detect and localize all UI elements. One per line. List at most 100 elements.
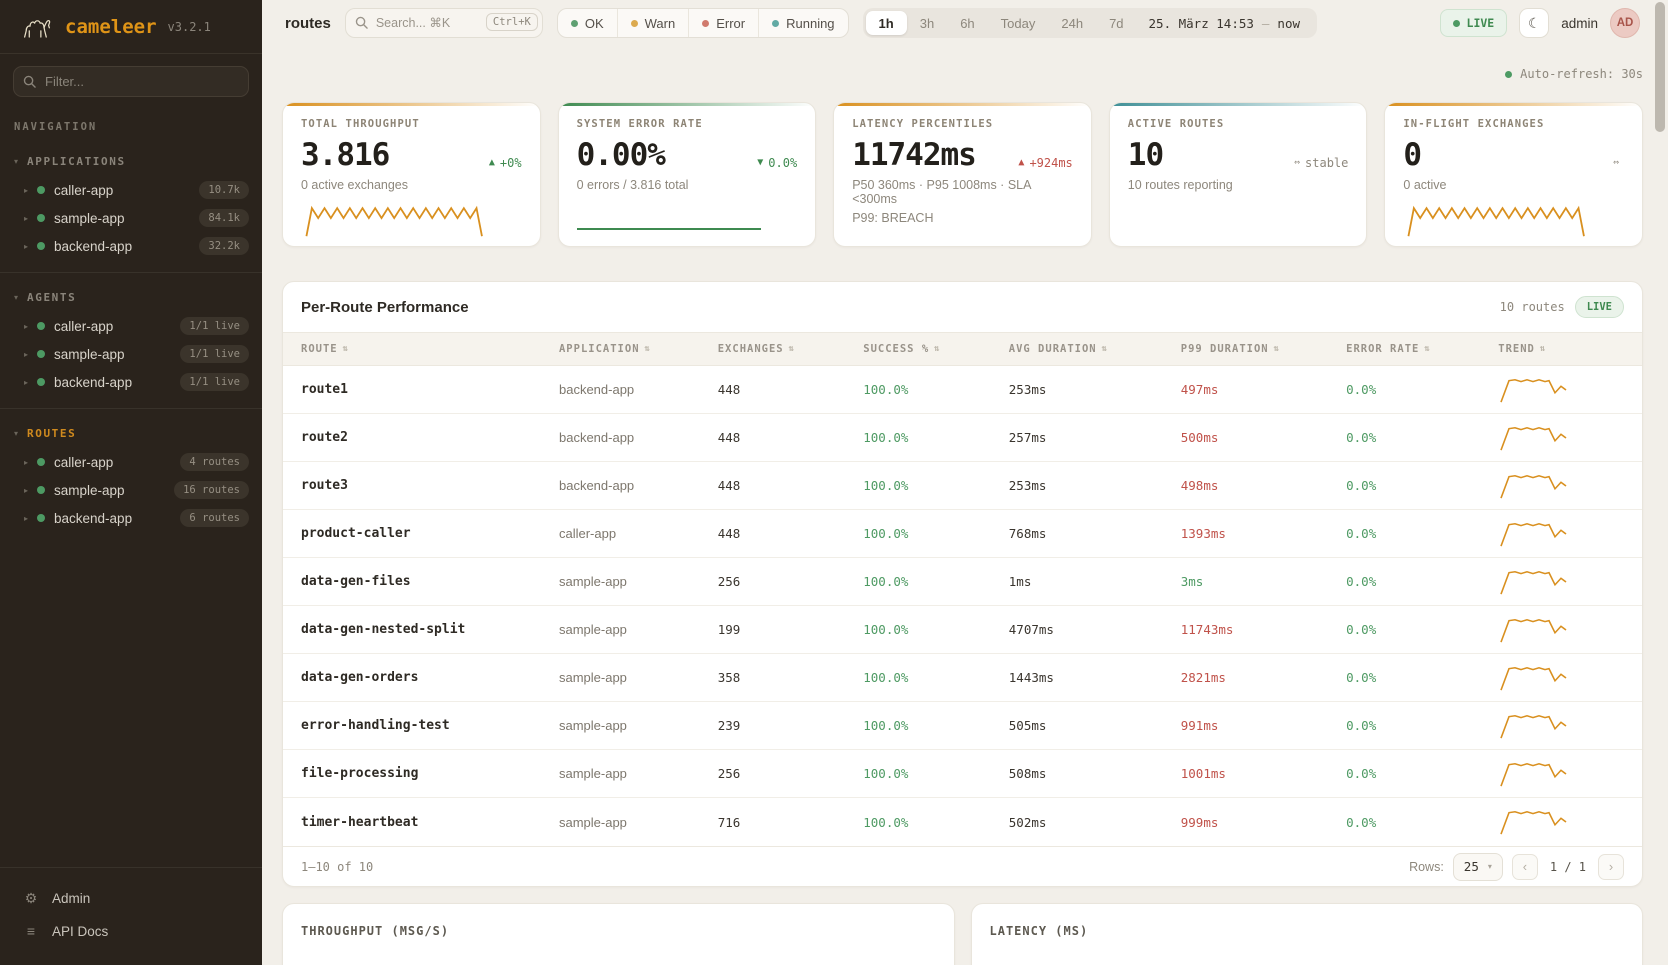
table-column-header[interactable]: AVG DURATION ⇅ — [1008, 343, 1109, 355]
kpi-label: IN-FLIGHT EXCHANGES — [1403, 118, 1545, 130]
kpi-delta: ⇔ — [1613, 157, 1624, 168]
sidebar-item-label: caller-app — [54, 318, 114, 334]
cell-success: 100.0% — [863, 622, 909, 637]
sidebar-section: ▾ AGENTS ▸ caller-app 1/1 live ▸ sample-… — [0, 272, 262, 408]
sidebar-item[interactable]: ▸ backend-app 6 routes — [0, 504, 262, 532]
time-range-button-1h[interactable]: 1h — [865, 11, 907, 35]
panel-title: Per-Route Performance — [301, 298, 469, 316]
chevron-right-icon: › — [1608, 859, 1614, 874]
time-range-button-7d[interactable]: 7d — [1096, 11, 1136, 35]
date-range[interactable]: 25. März 14:53 — now — [1137, 16, 1314, 31]
flat-sparkline — [576, 228, 762, 230]
table-row[interactable]: route1 backend-app 448 100.0% 253ms 497m… — [283, 366, 1642, 414]
status-filter-chip-running[interactable]: Running — [758, 9, 847, 37]
cell-route: route1 — [301, 382, 348, 397]
per-route-panel: Per-Route Performance 10 routes LIVE ROU… — [282, 281, 1643, 887]
table-row[interactable]: file-processing sample-app 256 100.0% 50… — [283, 750, 1642, 798]
sidebar-section-header[interactable]: ▾ APPLICATIONS — [0, 147, 262, 176]
trend-direction-icon: ▲ — [488, 157, 495, 168]
time-range-button-24h[interactable]: 24h — [1048, 11, 1096, 35]
avatar[interactable]: AD — [1610, 8, 1640, 38]
sidebar-section-header[interactable]: ▾ AGENTS — [0, 283, 262, 312]
cell-application: sample-app — [558, 814, 627, 830]
status-dot-icon — [37, 378, 46, 386]
cell-p99-duration: 2821ms — [1180, 670, 1226, 685]
table-row[interactable]: timer-heartbeat sample-app 716 100.0% 50… — [283, 798, 1642, 846]
cell-avg-duration: 4707ms — [1008, 622, 1054, 637]
status-dot-icon — [37, 458, 46, 466]
status-dot-icon — [37, 242, 46, 250]
sidebar-section-label: ROUTES — [27, 427, 77, 440]
prev-page-button[interactable]: ‹ — [1511, 853, 1538, 880]
rows-per-page-select[interactable]: 25 ▾ — [1452, 852, 1503, 881]
table-row[interactable]: product-caller caller-app 448 100.0% 768… — [283, 510, 1642, 558]
sidebar-item[interactable]: ▸ caller-app 1/1 live — [0, 312, 262, 340]
cell-avg-duration: 502ms — [1008, 814, 1047, 830]
chevron-right-icon: ▸ — [24, 241, 29, 251]
status-filter-chip-ok[interactable]: OK — [558, 9, 617, 37]
cell-trend — [1498, 712, 1624, 740]
time-range-button-3h[interactable]: 3h — [907, 11, 947, 35]
sidebar-item[interactable]: ▸ backend-app 32.2k — [0, 232, 262, 260]
status-filter-chip-warn[interactable]: Warn — [616, 9, 689, 37]
table-row[interactable]: route2 backend-app 448 100.0% 257ms 500m… — [283, 414, 1642, 462]
table-column-header[interactable]: P99 DURATION ⇅ — [1180, 343, 1281, 355]
trend-sparkline-chart — [1500, 426, 1567, 450]
cell-application: sample-app — [558, 670, 627, 685]
cell-p99-duration: 3ms — [1180, 574, 1204, 589]
topbar: routes Ctrl+K OK Warn Error Running 1h3h… — [262, 0, 1668, 46]
sidebar-footer-item[interactable]: ⚙ Admin — [0, 882, 262, 915]
sidebar-section-items: ▸ caller-app 4 routes ▸ sample-app 16 ro… — [0, 448, 262, 532]
live-toggle[interactable]: LIVE — [1439, 9, 1508, 37]
chevron-right-icon: ▸ — [24, 185, 29, 195]
table-column-header[interactable]: SUCCESS % ⇅ — [863, 343, 941, 355]
theme-toggle-button[interactable]: ☾ — [1519, 8, 1550, 38]
kpi-accent-bar — [834, 103, 1091, 106]
kpi-value: 10 — [1127, 137, 1164, 173]
next-page-button[interactable]: › — [1598, 853, 1624, 880]
logo-row[interactable]: cameleer v3.2.1 — [0, 0, 262, 54]
cell-error-rate: 0.0% — [1346, 430, 1377, 445]
cell-trend — [1498, 760, 1624, 788]
table-column-header[interactable]: ROUTE ⇅ — [301, 343, 350, 355]
table-row[interactable]: data-gen-orders sample-app 358 100.0% 14… — [283, 654, 1642, 702]
cell-trend — [1498, 424, 1624, 452]
table-row[interactable]: data-gen-files sample-app 256 100.0% 1ms… — [283, 558, 1642, 606]
sidebar-item[interactable]: ▸ backend-app 1/1 live — [0, 368, 262, 396]
table-column-header[interactable]: ERROR RATE ⇅ — [1346, 343, 1431, 355]
time-range-button-today[interactable]: Today — [988, 11, 1049, 35]
time-range-group: 1h 3h 6h Today 24h 7d 25. März 14:53 — now — [862, 8, 1317, 38]
cell-error-rate: 0.0% — [1346, 718, 1377, 733]
search-input[interactable] — [344, 8, 543, 38]
sidebar-section-header[interactable]: ▾ ROUTES — [0, 419, 262, 448]
kpi-accent-bar — [1385, 103, 1642, 106]
cell-p99-duration: 500ms — [1180, 430, 1219, 445]
status-dot-icon — [37, 322, 46, 330]
table-row[interactable]: error-handling-test sample-app 239 100.0… — [283, 702, 1642, 750]
kpi-delta: ⇔ stable — [1294, 155, 1349, 170]
sidebar-footer-item[interactable]: ≡ API Docs — [0, 915, 262, 947]
sidebar-item[interactable]: ▸ sample-app 16 routes — [0, 476, 262, 504]
table-row[interactable]: route3 backend-app 448 100.0% 253ms 498m… — [283, 462, 1642, 510]
cell-p99-duration: 11743ms — [1180, 622, 1234, 637]
table-column-header[interactable]: TREND ⇅ — [1498, 343, 1547, 355]
sidebar-item[interactable]: ▸ caller-app 4 routes — [0, 448, 262, 476]
table-column-header[interactable]: APPLICATION ⇅ — [558, 343, 651, 355]
kpi-subtext: 0 errors / 3.816 total — [576, 178, 689, 192]
sidebar-item-label: sample-app — [54, 346, 125, 362]
scrollbar[interactable] — [1655, 0, 1665, 965]
sidebar-item[interactable]: ▸ caller-app 10.7k — [0, 176, 262, 204]
sidebar-item[interactable]: ▸ sample-app 84.1k — [0, 204, 262, 232]
cell-application: sample-app — [558, 718, 627, 733]
kpi-subtext: P50 360ms · P95 1008ms · SLA <300ms — [852, 178, 1031, 206]
cell-route: route3 — [301, 478, 348, 493]
table-row[interactable]: data-gen-nested-split sample-app 199 100… — [283, 606, 1642, 654]
kpi-row: TOTAL THROUGHPUT 3.816 ▲ +0% 0 active ex… — [282, 102, 1643, 247]
sidebar-item[interactable]: ▸ sample-app 1/1 live — [0, 340, 262, 368]
table-column-header[interactable]: EXCHANGES ⇅ — [717, 343, 796, 355]
filter-input[interactable] — [13, 66, 249, 97]
cell-route: timer-heartbeat — [301, 814, 419, 830]
scrollbar-thumb[interactable] — [1655, 2, 1665, 132]
status-filter-chip-error[interactable]: Error — [688, 9, 758, 37]
time-range-button-6h[interactable]: 6h — [947, 11, 987, 35]
